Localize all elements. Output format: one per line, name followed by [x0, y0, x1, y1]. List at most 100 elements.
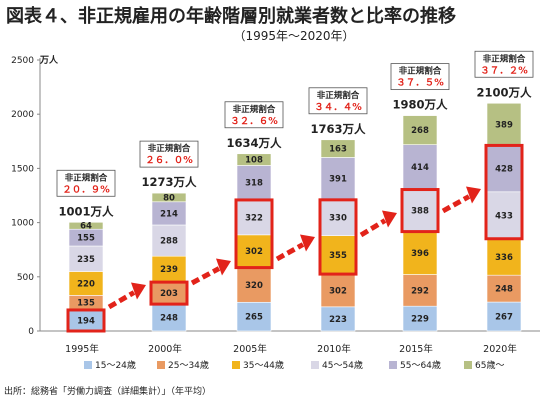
bar-segment-4-2 [402, 231, 438, 275]
bar-value-label: 248 [495, 285, 513, 295]
y-unit-label: 万人 [39, 54, 59, 66]
legend-swatch [464, 361, 472, 369]
trend-arrow-head [382, 210, 397, 228]
bar-segment-1-5 [151, 192, 187, 203]
bar-segment-3-0 [320, 306, 356, 332]
bar-segment-3-4 [320, 157, 356, 201]
bar-segment-5-5 [486, 102, 522, 146]
legend-swatch [232, 361, 240, 369]
source-note: 出所：総務省「労働力調査（詳細集計）」（年平均） [4, 385, 211, 397]
total-label: 1273万人 [141, 175, 197, 189]
ratio-header: 非正規割合 [483, 53, 526, 64]
bar-value-label: 229 [411, 315, 429, 325]
bar-value-label: 355 [329, 251, 347, 261]
bar-value-label: 322 [245, 213, 263, 223]
bar-value-label: 320 [245, 281, 263, 291]
bar-value-label: 248 [160, 314, 178, 324]
bar-segment-1-3 [151, 224, 187, 257]
bar-value-label: 80 [163, 193, 175, 203]
y-tick-label: 0 [28, 327, 34, 337]
trend-arrow [441, 194, 471, 214]
ratio-box [390, 63, 450, 91]
bar-segment-1-2 [151, 255, 187, 283]
bar-segment-3-2 [320, 235, 356, 275]
bar-segment-2-0 [236, 301, 272, 332]
ratio-value: ３７．５% [396, 78, 444, 89]
highlight-box [484, 143, 524, 241]
ratio-value: ２０．９% [62, 184, 110, 195]
ratio-box [474, 50, 534, 78]
bar-value-label: 239 [160, 265, 178, 275]
bar-value-label: 433 [495, 211, 513, 221]
legend-swatch [389, 361, 397, 369]
bar-segment-2-1 [236, 267, 272, 303]
trend-arrow [190, 266, 221, 286]
bar-segment-3-1 [320, 273, 356, 308]
bar-value-label: 64 [80, 222, 92, 232]
ratio-header: 非正規割合 [65, 172, 108, 183]
bar-value-label: 155 [77, 234, 95, 244]
x-tick-label: 2020年 [483, 343, 517, 355]
bar-value-label: 268 [411, 126, 429, 136]
bar-segment-5-0 [486, 301, 522, 332]
total-label: 2100万人 [476, 85, 532, 99]
legend-label: 25～34歳 [168, 359, 209, 371]
bar-value-label: 214 [160, 209, 178, 219]
trend-arrow [275, 242, 305, 262]
bar-value-label: 318 [245, 179, 263, 189]
y-tick-label: 2500 [11, 56, 34, 66]
ratio-header: 非正規割合 [317, 90, 360, 101]
chart-subtitle: （1995年～2020年） [233, 29, 354, 43]
bar-value-label: 292 [411, 286, 429, 296]
total-label: 1634万人 [226, 136, 282, 150]
bar-segment-1-0 [151, 303, 187, 332]
x-tick-label: 1995年 [65, 343, 99, 355]
bar-value-label: 135 [77, 299, 95, 309]
bar-segment-4-1 [402, 274, 438, 307]
ratio-value: ３７．２% [480, 65, 528, 76]
bar-value-label: 194 [77, 316, 95, 326]
bar-value-label: 336 [495, 253, 513, 263]
legend-label: 55～64歳 [400, 359, 441, 371]
y-tick-label: 1500 [11, 164, 34, 174]
legend: 15～24歳 25～34歳 35～44歳 45～54歳 55～64歳 65歳～ [84, 359, 504, 371]
bar-value-label: 235 [77, 255, 95, 265]
bar-value-label: 203 [160, 289, 178, 299]
trend-arrow-head [216, 258, 231, 276]
trend-arrow-head [466, 186, 481, 204]
bar-segment-0-5 [68, 221, 104, 230]
highlight-box [149, 280, 189, 306]
legend-swatch [157, 361, 165, 369]
ratio-header: 非正規割合 [148, 143, 191, 154]
total-label: 1763万人 [310, 122, 366, 136]
ratio-header: 非正規割合 [399, 66, 442, 77]
y-tick-label: 500 [17, 273, 34, 283]
chart-title: 図表４、非正規雇用の年齢階層別就業者数と比率の推移 [6, 5, 456, 27]
legend-label: 65歳～ [475, 359, 504, 371]
bar-value-label: 302 [245, 247, 263, 257]
highlight-box [234, 198, 274, 270]
total-label: 1980万人 [392, 98, 448, 112]
ratio-value: ３２．６% [230, 116, 278, 127]
bar-value-label: 388 [411, 207, 429, 217]
bar-value-label: 391 [329, 175, 347, 185]
bar-value-label: 302 [329, 286, 347, 296]
highlight-box [318, 198, 358, 276]
x-tick-label: 2015年 [399, 343, 433, 355]
bar-value-label: 267 [495, 313, 513, 323]
trend-arrow-head [131, 282, 146, 300]
bar-value-label: 163 [329, 145, 347, 155]
trend-arrow [107, 290, 136, 310]
x-tick-label: 2005年 [233, 343, 267, 355]
y-tick-label: 1000 [11, 219, 34, 229]
legend-swatch [311, 361, 319, 369]
bar-value-label: 223 [329, 315, 347, 325]
bar-value-label: 389 [495, 120, 513, 130]
y-tick-label: 2000 [11, 110, 34, 120]
bar-value-label: 288 [160, 237, 178, 247]
ratio-value: ２６．０% [145, 155, 193, 166]
bar-segment-2-5 [236, 153, 272, 166]
ratio-box [224, 101, 284, 129]
legend-swatch [84, 361, 92, 369]
